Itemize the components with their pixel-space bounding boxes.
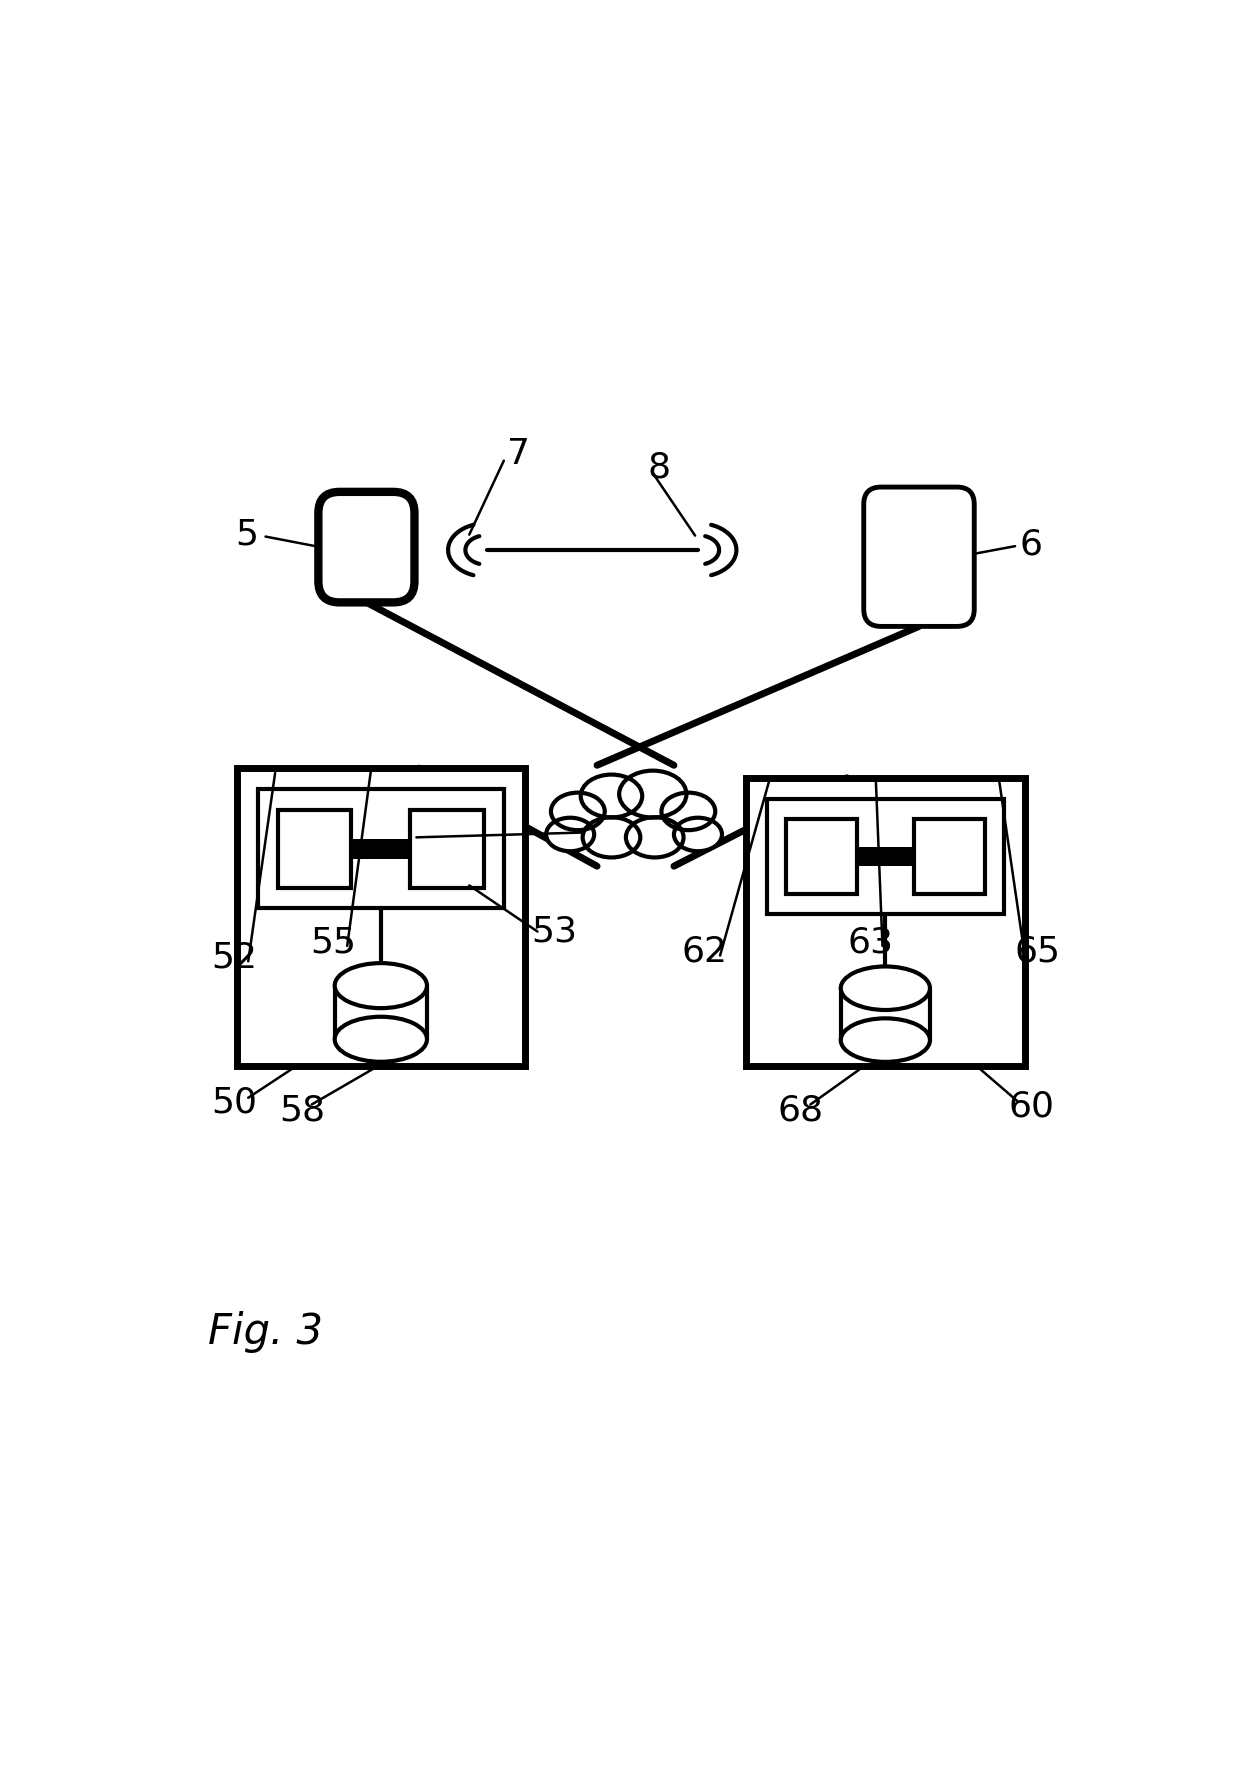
Bar (841, 989, 930, 1040)
Bar (768, 798, 1003, 914)
Ellipse shape (546, 818, 594, 852)
Ellipse shape (335, 1017, 427, 1061)
Text: 53: 53 (531, 914, 577, 948)
Text: 68: 68 (777, 1093, 823, 1127)
Ellipse shape (661, 793, 715, 830)
Ellipse shape (841, 967, 930, 1010)
Bar (278, 811, 351, 887)
Bar (551, 798, 720, 845)
Bar (258, 789, 503, 909)
Bar (914, 820, 985, 894)
Bar (410, 811, 484, 887)
Ellipse shape (335, 964, 427, 1008)
Text: 55: 55 (310, 925, 356, 958)
Text: 7: 7 (507, 437, 529, 471)
Text: 100: 100 (353, 820, 422, 855)
Text: 63: 63 (848, 925, 894, 958)
Bar (237, 768, 525, 1067)
Ellipse shape (619, 770, 687, 818)
Text: 6: 6 (1021, 528, 1043, 562)
Text: 65: 65 (1014, 935, 1060, 969)
Ellipse shape (583, 818, 640, 857)
Bar (746, 777, 1024, 1067)
Bar (351, 839, 410, 859)
Text: 60: 60 (1008, 1090, 1054, 1124)
Text: 58: 58 (279, 1093, 325, 1127)
Text: 8: 8 (649, 450, 671, 484)
Ellipse shape (675, 818, 722, 852)
Text: 5: 5 (234, 517, 258, 551)
Text: Fig. 3: Fig. 3 (208, 1310, 322, 1353)
Ellipse shape (626, 818, 683, 857)
Ellipse shape (841, 1019, 930, 1061)
Text: 62: 62 (682, 935, 728, 969)
Bar (857, 846, 914, 866)
Text: 50: 50 (211, 1086, 257, 1120)
Bar (786, 820, 857, 894)
Bar (335, 985, 427, 1040)
FancyBboxPatch shape (319, 493, 414, 603)
Ellipse shape (551, 793, 605, 830)
Ellipse shape (580, 775, 642, 818)
FancyBboxPatch shape (864, 487, 975, 626)
Text: 52: 52 (211, 941, 257, 974)
